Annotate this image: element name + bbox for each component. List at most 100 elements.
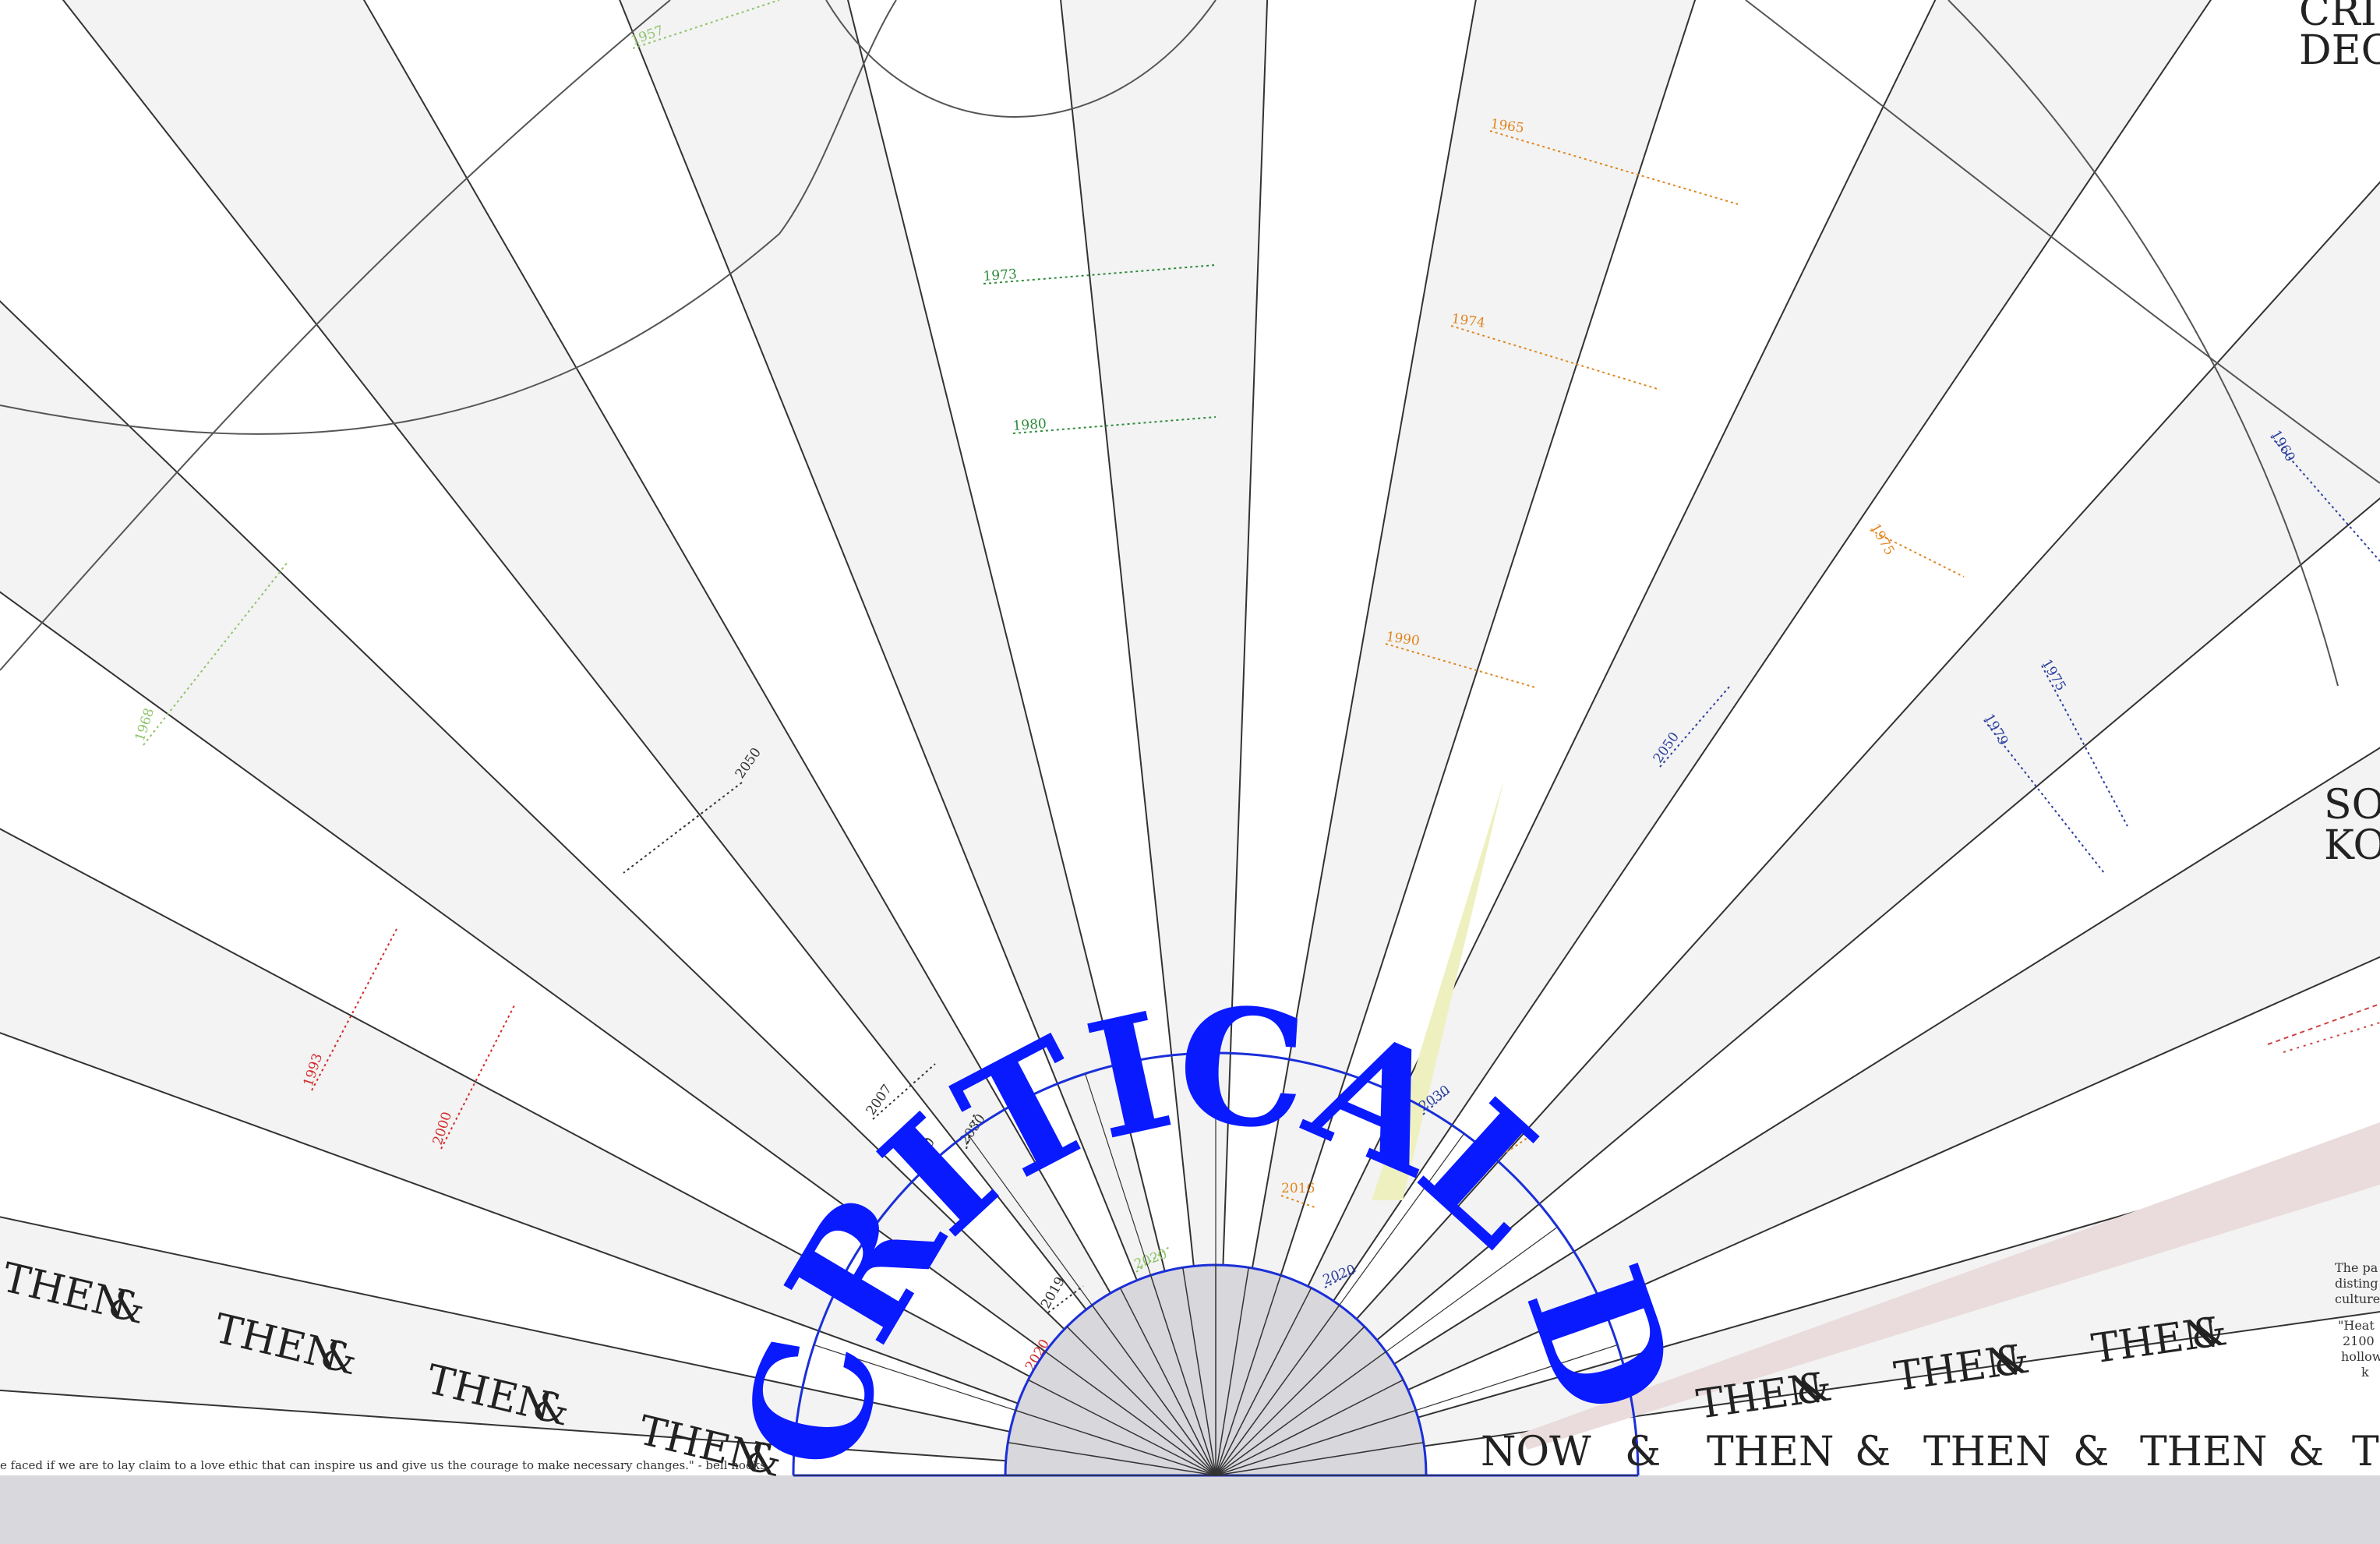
guide-arcs [0,0,2380,687]
year-label: 2016 [1281,1181,1315,1196]
year-leader-lines [143,0,2380,1376]
year-label: 1975 [1867,521,1898,558]
hub-segment-line [1280,1073,1347,1276]
radial-ray [619,0,1216,1476]
red-mark-1 [2267,1003,2380,1045]
radial-ray [1215,0,1697,1476]
radial-ray [1215,181,2380,1476]
radial-ray [0,1032,1216,1476]
year-leader-line [1870,529,1965,578]
then-row-right-upper: THEN& THEN& THEN& [1693,1308,2230,1429]
hub-segment-line [874,1226,1046,1352]
radial-ray [1215,956,2380,1476]
bell-hooks-quote: e faced if we are to lay claim to a love… [0,1458,766,1472]
ampersand: & [2288,1429,2324,1475]
radial-ray [0,1216,1216,1476]
hub-ray [1066,1326,1216,1476]
hub-segment-line [1386,1226,1558,1352]
hub-ray [1215,1409,1417,1476]
right-edge-line-5: 2100 [2343,1334,2375,1348]
ray-layer [0,0,2380,1476]
year-leader-line [1385,643,1536,688]
hub-ray [1015,1409,1216,1476]
top-right-title-line1: CRI [2299,0,2376,35]
highlight-pink-strip [1520,1122,2380,1450]
radial-ray [1215,0,1477,1476]
right-edge-line-6: hollow [2341,1349,2380,1364]
mid-right-title-line2: KO [2324,822,2380,869]
hub-ray [1008,1442,1216,1476]
radial-ray [0,828,1216,1476]
radial-ray [1215,1311,2380,1476]
year-leader-line [143,560,289,746]
radial-ray [1215,0,2212,1476]
ampersand: & [2073,1429,2109,1475]
hub-rays [793,1053,1638,1476]
then-now-word: T [2352,1429,2379,1475]
then-now-word: THEN [2140,1429,2268,1475]
corner-titles: CRI DEC SO KO [2299,0,2380,869]
year-leader-line [2270,436,2380,562]
red-mark-2 [2283,1022,2380,1053]
hub-segment-line [1084,1073,1152,1276]
year-leader-line [1324,1270,1357,1288]
hub-ray [1215,1351,1386,1476]
year-leader-line [1659,685,1731,768]
radial-ray [362,0,1216,1476]
then-now-word: NOW [1481,1429,1591,1475]
hub-ray [1215,1274,1282,1476]
guide-arc-left [0,0,671,671]
mid-right-title-line1: SO [2324,782,2380,829]
guide-arc-top-center [825,0,1216,118]
year-label: 1968 [132,706,157,743]
year-leader-line [983,264,1216,284]
ampersand: & [1625,1429,1661,1475]
right-edge-line-4: "Heat [2338,1318,2375,1333]
ampersand: & [2188,1308,2230,1359]
radial-ray [846,0,1216,1476]
guide-arc-right-2 [1947,0,2339,687]
hub-ray [1215,1288,1312,1476]
right-edge-line-2: disting [2335,1276,2378,1291]
year-leader-line [1047,1285,1084,1313]
radial-ray [1060,0,1216,1476]
right-edge-line-3: culture [2335,1291,2380,1306]
ampersand: & [1792,1363,1834,1415]
year-label: 2019 [1038,1274,1068,1311]
hub-ray [1215,1442,1424,1476]
hub-ray [1045,1351,1216,1476]
hub-ray [1215,1326,1365,1476]
radial-ray [1215,747,2380,1476]
guide-arc-top-left [0,0,897,435]
radial-ray [1215,0,1269,1476]
radial-ray [0,591,1216,1476]
year-leader-line [1280,1195,1318,1209]
right-edge-line-7: k [2361,1365,2369,1380]
year-label: 1973 [983,267,1018,284]
right-edge-text: The pa disting culture "Heat 2100 hollow… [2335,1260,2380,1380]
year-leader-line [1450,325,1661,390]
year-label: 1980 [1012,416,1047,434]
year-leader-line [311,927,398,1091]
hub-segment-line [1415,1344,1618,1412]
then-now-word: THEN [1707,1429,1834,1475]
year-leader-line [1012,416,1216,434]
hub-ray [1149,1274,1216,1476]
top-right-title-line2: DEC [2299,27,2380,74]
radial-ray [1215,497,2380,1476]
radial-ray [0,300,1216,1476]
year-leader-line [632,0,780,49]
hub-segment-line [1339,1133,1465,1306]
hub-segment-line [966,1133,1093,1306]
year-leader-line [1135,1246,1170,1273]
ampersand: & [1990,1336,2032,1387]
year-leader-line [915,1137,928,1173]
hub-ray [1182,1267,1216,1476]
right-edge-line-1: The pa [2335,1260,2378,1275]
radial-ray [62,0,1216,1476]
bottom-band [0,1475,2380,1544]
hub-ray [1215,1267,1249,1476]
hub-ray [1028,1379,1216,1476]
hub-ray [1215,1305,1340,1476]
